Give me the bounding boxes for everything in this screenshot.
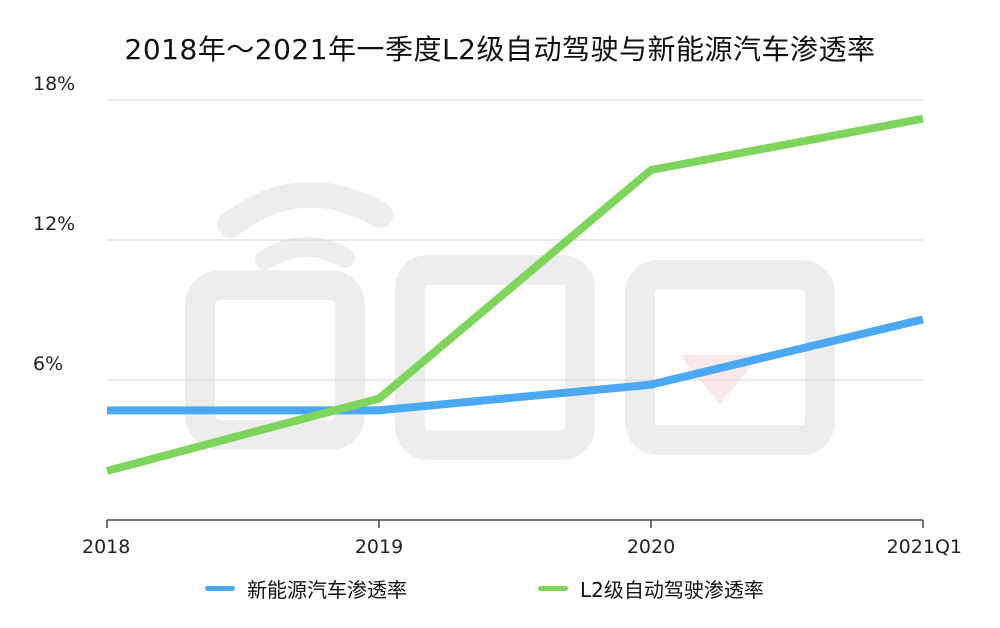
x-tick-label: 2020: [627, 536, 675, 558]
y-tick-label: 18%: [33, 73, 75, 95]
legend-item-l2: L2级自动驾驶渗透率: [538, 570, 764, 606]
y-tick-label: 12%: [33, 213, 75, 235]
legend-label-nev: 新能源汽车渗透率: [247, 577, 407, 602]
chart-title: 2018年～2021年一季度L2级自动驾驶与新能源汽车渗透率: [124, 33, 876, 66]
tick-labels: 6% 12% 18% 2018 2019 2020 2021Q1: [33, 73, 962, 558]
x-tick-label: 2018: [82, 536, 130, 558]
y-tick-label: 6%: [33, 353, 63, 375]
axes: [106, 519, 924, 528]
legend-label-l2: L2级自动驾驶渗透率: [580, 577, 764, 602]
series-line-0: [107, 315, 924, 415]
series-layer: [105, 114, 924, 475]
legend-item-nev: 新能源汽车渗透率: [205, 570, 407, 606]
chedongxi-logo-watermark-icon: [185, 181, 835, 460]
legend-swatch-l2: [538, 585, 568, 591]
x-tick-label: 2019: [355, 536, 403, 558]
x-tick-label: 2021Q1: [887, 536, 962, 558]
legend: 新能源汽车渗透率 L2级自动驾驶渗透率: [0, 570, 1000, 606]
grid-lines: [107, 99, 923, 381]
legend-swatch-nev: [205, 585, 235, 591]
series-line-1: [105, 114, 924, 475]
